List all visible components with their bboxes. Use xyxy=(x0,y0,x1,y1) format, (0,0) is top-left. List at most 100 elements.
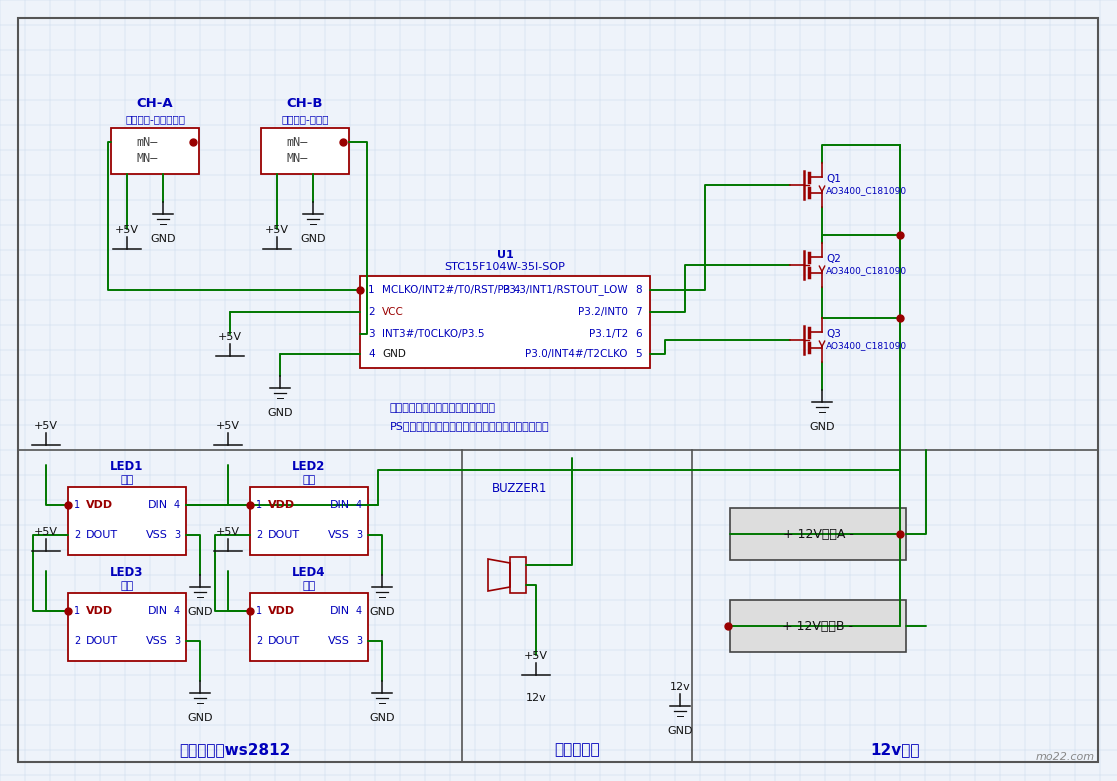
Text: 3: 3 xyxy=(174,636,180,646)
Text: 桨灯，四个ws2812: 桨灯，四个ws2812 xyxy=(180,743,290,758)
Text: GND: GND xyxy=(667,726,693,736)
Text: mo22.com: mo22.com xyxy=(1035,752,1095,762)
Text: 4: 4 xyxy=(356,500,362,510)
Text: GND: GND xyxy=(382,349,405,359)
Text: DOUT: DOUT xyxy=(268,636,300,646)
Bar xyxy=(261,128,349,174)
Text: DIN: DIN xyxy=(147,606,168,616)
Text: 12v: 12v xyxy=(669,682,690,692)
Text: MCLKO/INT2#/T0/RST/P3.4: MCLKO/INT2#/T0/RST/P3.4 xyxy=(382,285,521,295)
Text: VDD: VDD xyxy=(268,606,295,616)
Bar xyxy=(731,600,906,652)
Text: 1: 1 xyxy=(256,500,262,510)
Text: +5V: +5V xyxy=(34,421,58,431)
Text: CH-B: CH-B xyxy=(287,97,323,110)
Text: 8: 8 xyxy=(636,285,642,295)
Text: GND: GND xyxy=(188,607,212,617)
Text: 3: 3 xyxy=(356,530,362,540)
Text: DOUT: DOUT xyxy=(86,636,118,646)
Text: INT3#/T0CLKO/P3.5: INT3#/T0CLKO/P3.5 xyxy=(382,329,485,339)
Text: + 12V灯带A -: + 12V灯带A - xyxy=(783,527,853,540)
Text: LED4: LED4 xyxy=(293,566,326,579)
Bar xyxy=(250,593,367,661)
Text: 12v灯带: 12v灯带 xyxy=(870,743,919,758)
Text: 左后: 左后 xyxy=(121,581,134,591)
Text: VCC: VCC xyxy=(382,307,404,317)
Text: 三段开关-桨灯加航灯: 三段开关-桨灯加航灯 xyxy=(125,114,185,124)
Text: 右后: 右后 xyxy=(303,581,316,591)
Text: 2: 2 xyxy=(256,636,262,646)
Text: +5V: +5V xyxy=(34,527,58,537)
Text: +5V: +5V xyxy=(216,527,240,537)
Text: DOUT: DOUT xyxy=(268,530,300,540)
Text: MN—: MN— xyxy=(286,152,307,165)
Bar xyxy=(68,487,187,555)
Text: Q3: Q3 xyxy=(825,329,841,339)
Text: 4: 4 xyxy=(174,606,180,616)
Text: P3.0/INT4#/T2CLKO: P3.0/INT4#/T2CLKO xyxy=(525,349,628,359)
Text: +5V: +5V xyxy=(218,332,242,342)
Text: LED3: LED3 xyxy=(111,566,144,579)
Text: VSS: VSS xyxy=(146,636,168,646)
Text: mN—: mN— xyxy=(286,135,307,148)
Text: 1: 1 xyxy=(256,606,262,616)
Text: 两段开关-蜂鸣器: 两段开关-蜂鸣器 xyxy=(281,114,328,124)
Text: 模块内部电路，包括信号输入及输出: 模块内部电路，包括信号输入及输出 xyxy=(390,403,496,413)
Text: +5V: +5V xyxy=(115,225,139,235)
Text: 1: 1 xyxy=(367,285,374,295)
Text: AO3400_C181090: AO3400_C181090 xyxy=(825,266,907,276)
Bar xyxy=(111,128,199,174)
Text: 2: 2 xyxy=(74,530,80,540)
Text: GND: GND xyxy=(151,234,175,244)
Text: GND: GND xyxy=(188,713,212,723)
Text: P3.3/INT1/RSTOUT_LOW: P3.3/INT1/RSTOUT_LOW xyxy=(504,284,628,295)
Text: VSS: VSS xyxy=(328,636,350,646)
Text: 7: 7 xyxy=(636,307,642,317)
Text: 2: 2 xyxy=(74,636,80,646)
Text: U1: U1 xyxy=(497,250,514,260)
Text: GND: GND xyxy=(267,408,293,418)
Text: 5: 5 xyxy=(636,349,642,359)
Text: VDD: VDD xyxy=(86,500,113,510)
Bar xyxy=(250,487,367,555)
Text: 3: 3 xyxy=(174,530,180,540)
Text: P3.1/T2: P3.1/T2 xyxy=(589,329,628,339)
Text: GND: GND xyxy=(370,713,394,723)
Text: DIN: DIN xyxy=(330,606,350,616)
Text: CH-A: CH-A xyxy=(136,97,173,110)
Text: P3.2/INT0: P3.2/INT0 xyxy=(579,307,628,317)
Text: VDD: VDD xyxy=(268,500,295,510)
Text: LED1: LED1 xyxy=(111,460,144,473)
Text: 1: 1 xyxy=(74,500,80,510)
Text: +5V: +5V xyxy=(524,651,548,661)
Bar xyxy=(731,508,906,560)
Text: 左前: 左前 xyxy=(121,475,134,485)
Text: VSS: VSS xyxy=(146,530,168,540)
Text: Q2: Q2 xyxy=(825,254,841,264)
Text: 1: 1 xyxy=(74,606,80,616)
Text: BUZZER1: BUZZER1 xyxy=(491,482,547,495)
Text: DIN: DIN xyxy=(147,500,168,510)
Bar xyxy=(68,593,187,661)
Text: mN—: mN— xyxy=(136,135,157,148)
Text: LED2: LED2 xyxy=(293,460,326,473)
Text: 4: 4 xyxy=(367,349,374,359)
Text: 12v: 12v xyxy=(526,693,546,703)
Text: 6: 6 xyxy=(636,329,642,339)
Text: 3: 3 xyxy=(356,636,362,646)
Text: STC15F104W-35I-SOP: STC15F104W-35I-SOP xyxy=(445,262,565,272)
Text: AO3400_C181090: AO3400_C181090 xyxy=(825,341,907,351)
Text: VSS: VSS xyxy=(328,530,350,540)
Bar xyxy=(360,276,650,368)
Text: GND: GND xyxy=(809,422,834,432)
Text: AO3400_C181090: AO3400_C181090 xyxy=(825,187,907,195)
Text: 有源蜂鸣器: 有源蜂鸣器 xyxy=(554,743,600,758)
Text: 4: 4 xyxy=(174,500,180,510)
Text: DIN: DIN xyxy=(330,500,350,510)
Text: GND: GND xyxy=(370,607,394,617)
Text: 2: 2 xyxy=(256,530,262,540)
Text: +5V: +5V xyxy=(265,225,289,235)
Text: GND: GND xyxy=(300,234,326,244)
Text: MN—: MN— xyxy=(136,152,157,165)
Text: Q1: Q1 xyxy=(825,174,841,184)
